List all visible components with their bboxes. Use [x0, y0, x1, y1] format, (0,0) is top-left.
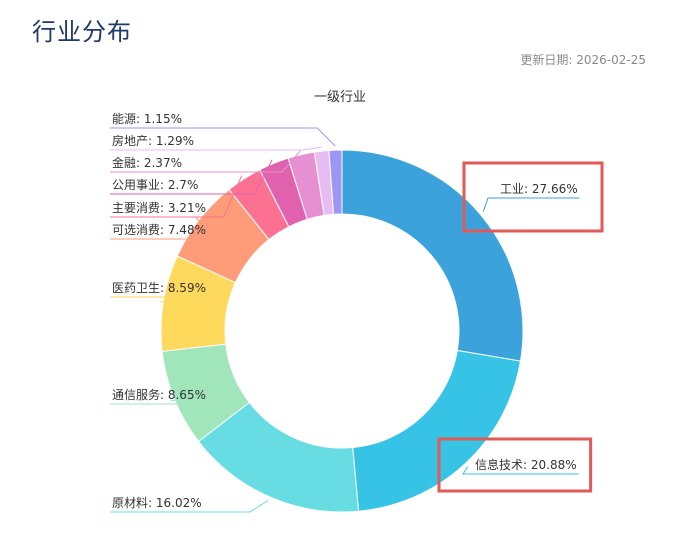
leader-line-医药卫生: [110, 296, 215, 303]
leader-line-信息技术: [462, 466, 579, 475]
leader-line-公用事业: [110, 159, 273, 195]
leader-line-金融: [110, 150, 301, 173]
leader-line-主要消费: [110, 175, 243, 218]
slice-label-房地产: 房地产: 1.29%: [112, 133, 194, 148]
highlight-box-信息技术: [437, 437, 593, 493]
slice-信息技术[interactable]: [352, 349, 522, 512]
page-title: 行业分布: [32, 18, 132, 46]
slice-label-医药卫生: 医药卫生: 8.59%: [112, 281, 206, 295]
leader-line-可选消费: [110, 216, 216, 240]
update-date: 更新日期: 2026-02-25: [520, 51, 646, 68]
slice-label-公用事业: 公用事业: 2.7%: [112, 178, 198, 192]
slice-label-可选消费: 可选消费: 7.48%: [112, 223, 206, 237]
chart-title: 一级行业: [314, 90, 366, 105]
update-date-label: 更新日期:: [520, 53, 573, 67]
slice-label-信息技术: 信息技术: 20.88%: [475, 457, 577, 472]
slice-label-工业: 工业: 27.66%: [500, 182, 578, 196]
leader-line-能源: [110, 127, 336, 147]
leader-line-原材料: [110, 500, 269, 513]
slice-label-主要消费: 主要消费: 3.21%: [112, 201, 206, 215]
slice-label-金融: 金融: 2.37%: [112, 155, 182, 170]
slice-label-原材料: 原材料: 16.02%: [112, 496, 202, 510]
slice-label-通信服务: 通信服务: 8.65%: [112, 387, 206, 402]
slice-label-能源: 能源: 1.15%: [112, 112, 182, 126]
leader-line-工业: [482, 197, 580, 212]
highlight-box-工业: [462, 161, 604, 233]
slice-工业[interactable]: [341, 149, 524, 362]
slice-能源[interactable]: [328, 149, 343, 215]
update-date-value: 2026-02-25: [576, 53, 646, 67]
leader-line-房地产: [110, 146, 322, 151]
leader-line-通信服务: [110, 399, 215, 405]
